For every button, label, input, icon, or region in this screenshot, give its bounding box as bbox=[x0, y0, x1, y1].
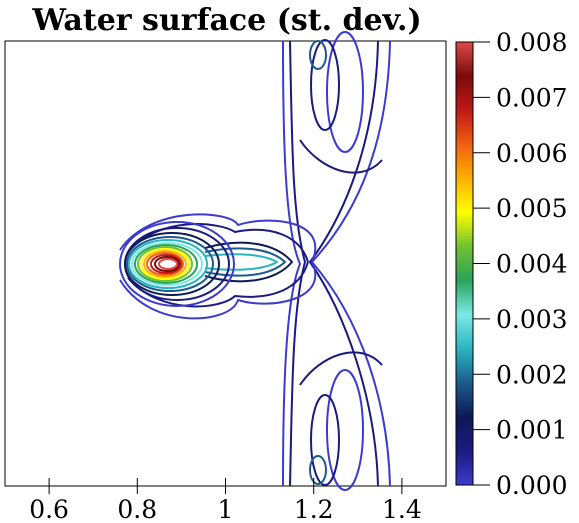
x-tick-label: 1.4 bbox=[382, 495, 422, 523]
contour-line bbox=[154, 256, 180, 272]
contour-line bbox=[131, 242, 203, 286]
colorbar-tick-label: 0.001 bbox=[496, 416, 568, 445]
contour-lines bbox=[119, 31, 391, 491]
colorbar-tick-label: 0.005 bbox=[496, 194, 568, 223]
contour-line bbox=[310, 394, 340, 486]
contour-line bbox=[326, 31, 364, 153]
contour-line bbox=[127, 261, 309, 308]
contour-line bbox=[128, 239, 208, 289]
contour-line bbox=[126, 236, 214, 292]
colorbar bbox=[455, 41, 474, 486]
x-tick-label: 1 bbox=[218, 495, 234, 523]
contour-line bbox=[124, 232, 220, 296]
x-tick-label: 0.6 bbox=[29, 495, 69, 523]
contour-line bbox=[309, 455, 327, 485]
contour-line bbox=[119, 213, 316, 263]
colorbar-tick-label: 0.003 bbox=[496, 305, 568, 334]
colorbar-tick-label: 0.006 bbox=[496, 139, 568, 168]
x-axis: 0.6 0.8 1 1.2 1.4 bbox=[29, 478, 422, 523]
contour-line bbox=[299, 351, 383, 386]
contour-line bbox=[143, 250, 187, 278]
contour-line bbox=[146, 252, 184, 276]
colorbar-tick-label: 0.007 bbox=[496, 83, 568, 112]
contour-line bbox=[204, 241, 293, 283]
contour-line bbox=[299, 139, 383, 174]
x-tick-label: 1.2 bbox=[294, 495, 334, 523]
colorbar-tick-label: 0.008 bbox=[496, 28, 568, 57]
contour-line bbox=[204, 247, 286, 277]
contour-line bbox=[310, 39, 340, 131]
contour-line bbox=[134, 244, 198, 284]
colorbar-tick-label: 0.004 bbox=[496, 250, 568, 279]
contour-line bbox=[119, 221, 235, 307]
contour-line bbox=[309, 40, 379, 487]
contour-line bbox=[140, 248, 190, 280]
contour-line bbox=[158, 258, 178, 270]
colorbar-tick-label: 0.000 bbox=[496, 471, 568, 500]
contour-line bbox=[289, 40, 306, 487]
x-tick-label: 0.8 bbox=[117, 495, 157, 523]
contour-line bbox=[326, 369, 364, 491]
contour-line bbox=[282, 40, 301, 487]
plot-area bbox=[4, 40, 447, 487]
contour-line bbox=[309, 40, 327, 70]
contour-line bbox=[150, 254, 182, 274]
contour-line bbox=[137, 246, 193, 282]
chart-title: Water surface (st. dev.) bbox=[31, 3, 421, 38]
colorbar-tick-label: 0.002 bbox=[496, 360, 568, 389]
colorbar-axis: 0.000 0.001 0.002 0.003 0.004 0.005 0.006 0.007… bbox=[473, 28, 568, 500]
contour-line bbox=[119, 261, 316, 320]
